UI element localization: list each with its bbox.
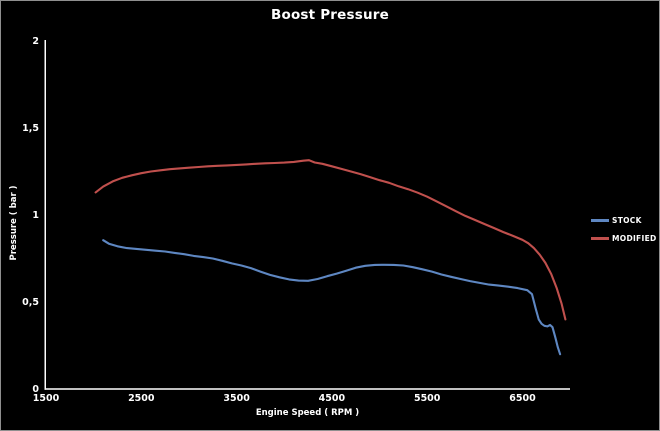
x-tick-label: 3500 (223, 393, 250, 404)
y-axis-title-text: Pressure ( bar ) (9, 185, 19, 261)
x-axis-title: Engine Speed ( RPM ) (255, 408, 360, 418)
legend-item-stock: STOCK (591, 216, 642, 225)
legend-label-stock: STOCK (612, 216, 642, 225)
x-tick-label: 4500 (318, 393, 346, 404)
y-tick-label: 0 (32, 384, 39, 395)
x-tick-label: 1500 (32, 393, 60, 404)
series-line-stock (102, 239, 562, 356)
y-tick-label: 1,5 (22, 123, 39, 134)
legend-label-modified: MODIFIED (612, 234, 657, 243)
y-tick-label: 0,5 (22, 297, 39, 308)
legend-line-stock-icon (591, 219, 609, 222)
y-tick-label: 2 (32, 36, 39, 47)
chart-title: Boost Pressure (270, 7, 390, 23)
x-tick-label: 2500 (128, 393, 155, 404)
x-tick-label: 5500 (413, 393, 441, 404)
series-line-modified (94, 159, 567, 321)
y-tick-label: 1 (32, 210, 39, 221)
x-tick-label: 6500 (509, 393, 536, 404)
legend-line-modified-icon (591, 237, 609, 240)
legend-item-modified: MODIFIED (591, 234, 657, 243)
series-lines (94, 159, 567, 356)
